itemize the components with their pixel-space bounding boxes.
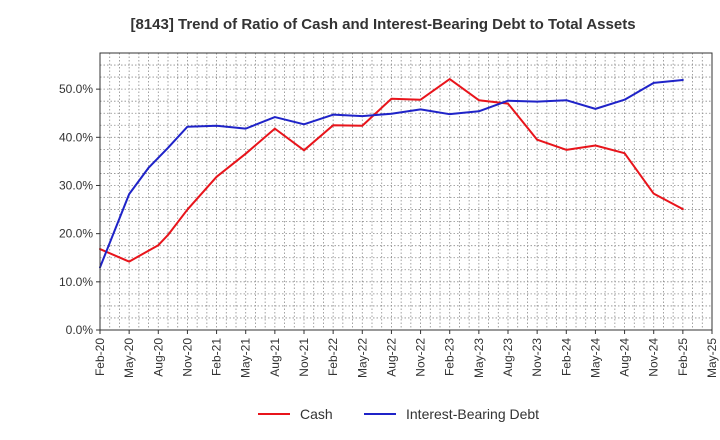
x-tick-label: May-22: [355, 338, 369, 378]
x-tick-label: May-24: [588, 338, 602, 378]
series-line-cash: [99, 78, 684, 263]
x-tick-label: Feb-25: [676, 338, 690, 376]
x-tick-label: May-25: [705, 338, 719, 378]
x-tick-label: May-21: [239, 338, 253, 378]
y-tick-label: 10.0%: [59, 275, 93, 289]
x-tick-label: Feb-23: [443, 338, 457, 376]
x-tick-label: Feb-22: [326, 338, 340, 376]
x-axis: Feb-20 May-20 Aug-20 Nov-20 Feb-21 May-21 Aug-…: [93, 330, 719, 378]
y-tick-label: 40.0%: [59, 130, 93, 144]
grid: [100, 53, 712, 330]
x-tick-label: Nov-24: [647, 338, 661, 377]
x-tick-label: Nov-23: [530, 338, 544, 377]
y-tick-label: 30.0%: [59, 178, 93, 192]
plot-frame: [99, 52, 713, 331]
x-tick-label: May-20: [122, 338, 136, 378]
x-tick-label: Nov-22: [414, 338, 428, 377]
y-axis: 0.0% 10.0% 20.0% 30.0% 40.0% 50.0%: [59, 82, 100, 337]
series-line-interest-bearing-debt: [99, 78, 684, 269]
x-tick-label: Feb-24: [559, 338, 573, 376]
legend-label-cash: Cash: [300, 406, 333, 422]
x-tick-label: Aug-23: [501, 338, 515, 377]
y-tick-label: 0.0%: [66, 323, 94, 337]
x-tick-label: Aug-24: [618, 338, 632, 377]
y-tick-label: 50.0%: [59, 82, 93, 96]
x-tick-label: Nov-21: [297, 338, 311, 377]
series-lines: [99, 78, 684, 269]
x-tick-label: Nov-20: [180, 338, 194, 377]
x-tick-label: Aug-20: [151, 338, 165, 377]
x-tick-label: Aug-22: [384, 338, 398, 377]
x-tick-label: Feb-20: [93, 338, 107, 376]
x-tick-label: Aug-21: [268, 338, 282, 377]
x-tick-label: Feb-21: [210, 338, 224, 376]
chart-title: [8143] Trend of Ratio of Cash and Intere…: [130, 16, 635, 33]
y-tick-label: 20.0%: [59, 227, 93, 241]
legend-label-interest-bearing-debt: Interest-Bearing Debt: [406, 406, 539, 422]
x-tick-label: May-23: [472, 338, 486, 378]
legend: Cash Interest-Bearing Debt: [258, 406, 539, 422]
